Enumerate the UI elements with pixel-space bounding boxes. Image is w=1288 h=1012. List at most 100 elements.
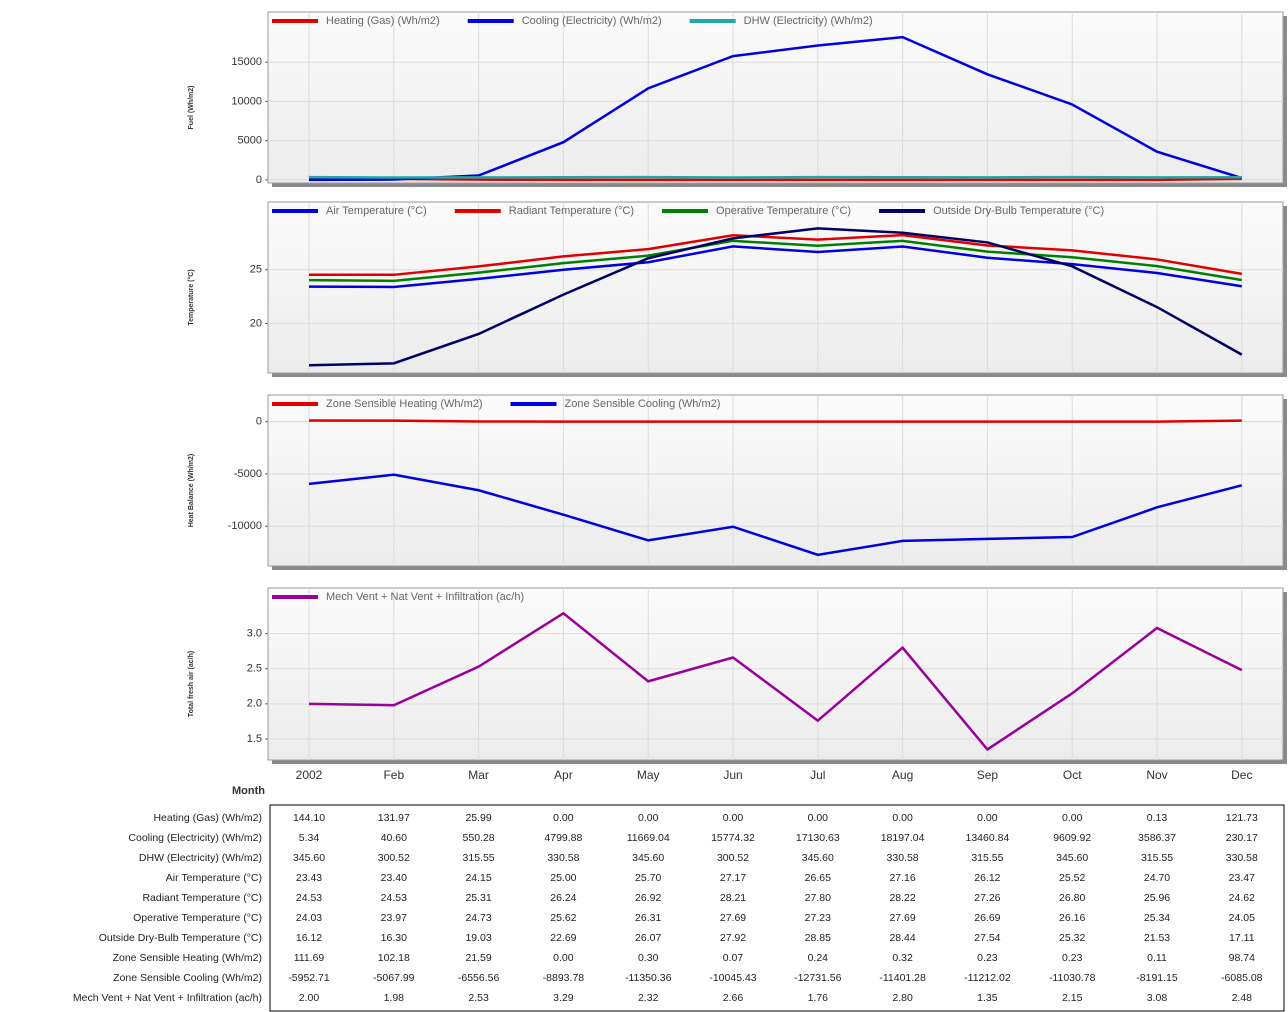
table-cell: 0.00 <box>553 952 574 964</box>
table-cell: 24.73 <box>465 912 491 924</box>
table-cell: 26.92 <box>635 892 661 904</box>
x-tick-label: Oct <box>1063 768 1082 782</box>
table-cell: 27.69 <box>720 912 746 924</box>
table-cell: 102.18 <box>378 952 410 964</box>
table-cell: -5952.71 <box>288 972 330 984</box>
table-cell: 16.12 <box>296 932 322 944</box>
legend-label: Cooling (Electricity) (Wh/m2) <box>522 15 662 27</box>
table-cell: 315.55 <box>1141 852 1173 864</box>
series-line <box>308 239 1243 283</box>
table-cell: 3.08 <box>1147 992 1168 1004</box>
table-cell: 550.28 <box>463 832 495 844</box>
table-cell: -11401.28 <box>879 972 926 984</box>
table-cell: 345.60 <box>632 852 664 864</box>
table-cell: 345.60 <box>802 852 834 864</box>
table-cell: 131.97 <box>378 812 410 824</box>
table-cell: 300.52 <box>378 852 410 864</box>
table-cell: 24.15 <box>465 872 491 884</box>
row-label: Heating (Gas) (Wh/m2) <box>153 812 262 824</box>
table-cell: 0.00 <box>1062 812 1083 824</box>
table-cell: 2.15 <box>1062 992 1083 1004</box>
table-cell: 16.30 <box>381 932 407 944</box>
table-cell: 24.70 <box>1144 872 1170 884</box>
legend-label: Mech Vent + Nat Vent + Infiltration (ac/… <box>326 591 524 603</box>
table-cell: 0.32 <box>892 952 913 964</box>
table-cell: 2.66 <box>723 992 744 1004</box>
x-axis-title: Month <box>232 785 265 797</box>
table-cell: 0.00 <box>892 812 913 824</box>
table-cell: 2.80 <box>892 992 913 1004</box>
legend-label: Air Temperature (°C) <box>326 205 427 217</box>
table-cell: 24.53 <box>296 892 322 904</box>
table-cell: -6556.56 <box>458 972 500 984</box>
table-cell: 21.59 <box>465 952 491 964</box>
x-tick-label: Sep <box>977 768 999 782</box>
table-cell: 26.12 <box>974 872 1000 884</box>
table-cell: 98.74 <box>1229 952 1255 964</box>
table-cell: 25.52 <box>1059 872 1085 884</box>
table-cell: -8893.78 <box>543 972 585 984</box>
series-line <box>308 419 1242 423</box>
x-tick-label: Apr <box>554 768 573 782</box>
table-cell: 2.00 <box>299 992 320 1004</box>
table-cell: 15774.32 <box>711 832 755 844</box>
y-tick-label: 10000 <box>231 95 262 107</box>
table-cell: 17130.63 <box>796 832 840 844</box>
x-tick-label: Jul <box>810 768 825 782</box>
table-cell: 28.21 <box>720 892 746 904</box>
table-cell: 0.00 <box>638 812 659 824</box>
series-line <box>308 473 1243 557</box>
table-cell: 2.32 <box>638 992 659 1004</box>
table-cell: 27.69 <box>889 912 915 924</box>
table-cell: 315.55 <box>463 852 495 864</box>
x-tick-label: Feb <box>383 768 404 782</box>
table-cell: 330.58 <box>1226 852 1258 864</box>
table-cell: 25.70 <box>635 872 661 884</box>
table-cell: 25.31 <box>465 892 491 904</box>
x-tick-label: May <box>637 768 660 782</box>
series-line <box>308 611 1243 752</box>
series-line <box>308 245 1242 289</box>
plot-area <box>267 201 1284 374</box>
table-cell: 9609.92 <box>1053 832 1091 844</box>
table-cell: 17.11 <box>1229 932 1255 944</box>
table-cell: 0.13 <box>1147 812 1168 824</box>
table-cell: 5.34 <box>299 832 320 844</box>
table-cell: 0.07 <box>723 952 744 964</box>
series-line <box>308 227 1243 367</box>
y-tick-label: 15000 <box>231 56 262 68</box>
x-tick-label: 2002 <box>296 768 323 782</box>
table-cell: 26.69 <box>974 912 1000 924</box>
table-cell: -5067.99 <box>373 972 415 984</box>
table-cell: 26.24 <box>550 892 576 904</box>
y-tick-label: -5000 <box>234 468 262 480</box>
x-tick-label: Mar <box>468 768 489 782</box>
table-cell: 3586.37 <box>1138 832 1176 844</box>
table-cell: 111.69 <box>294 952 325 964</box>
table-cell: 27.26 <box>974 892 1000 904</box>
x-tick-label: Jun <box>723 768 742 782</box>
table-cell: -10045.43 <box>709 972 756 984</box>
y-axis-title: Total fresh air (ac/h) <box>188 651 195 717</box>
plot-area <box>267 394 1284 567</box>
table-cell: 2.53 <box>468 992 489 1004</box>
table-cell: 144.10 <box>293 812 325 824</box>
table-cell: 0.00 <box>808 812 829 824</box>
row-label: Zone Sensible Cooling (Wh/m2) <box>113 972 262 984</box>
y-tick-label: 5000 <box>238 135 262 147</box>
legend-label: Zone Sensible Heating (Wh/m2) <box>326 398 483 410</box>
row-label: Zone Sensible Heating (Wh/m2) <box>113 952 262 964</box>
row-label: Air Temperature (°C) <box>166 872 262 884</box>
row-label: DHW (Electricity) (Wh/m2) <box>139 852 262 864</box>
table-cell: 11669.04 <box>627 832 670 844</box>
table-cell: 0.00 <box>553 812 574 824</box>
table-cell: 1.98 <box>384 992 405 1004</box>
table-cell: 0.00 <box>723 812 744 824</box>
table-cell: 22.69 <box>550 932 576 944</box>
row-label: Operative Temperature (°C) <box>133 912 262 924</box>
table-cell: 26.65 <box>805 872 831 884</box>
table-cell: 27.80 <box>805 892 831 904</box>
table-cell: 40.60 <box>381 832 407 844</box>
table-cell: 26.16 <box>1059 912 1085 924</box>
row-label: Cooling (Electricity) (Wh/m2) <box>128 832 262 844</box>
